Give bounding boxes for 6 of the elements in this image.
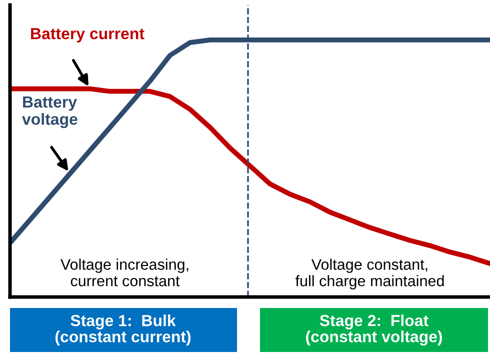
annotation: Voltage increasing, current constant	[60, 258, 188, 286]
series-label: Battery voltage	[22, 96, 78, 128]
text: Stage 1: Bulk (constant current)	[55, 314, 191, 346]
text: Battery current	[31, 28, 144, 42]
annotation: Voltage constant, full charge maintained	[295, 258, 444, 290]
text: Stage 2: Float (constant voltage)	[306, 314, 442, 346]
